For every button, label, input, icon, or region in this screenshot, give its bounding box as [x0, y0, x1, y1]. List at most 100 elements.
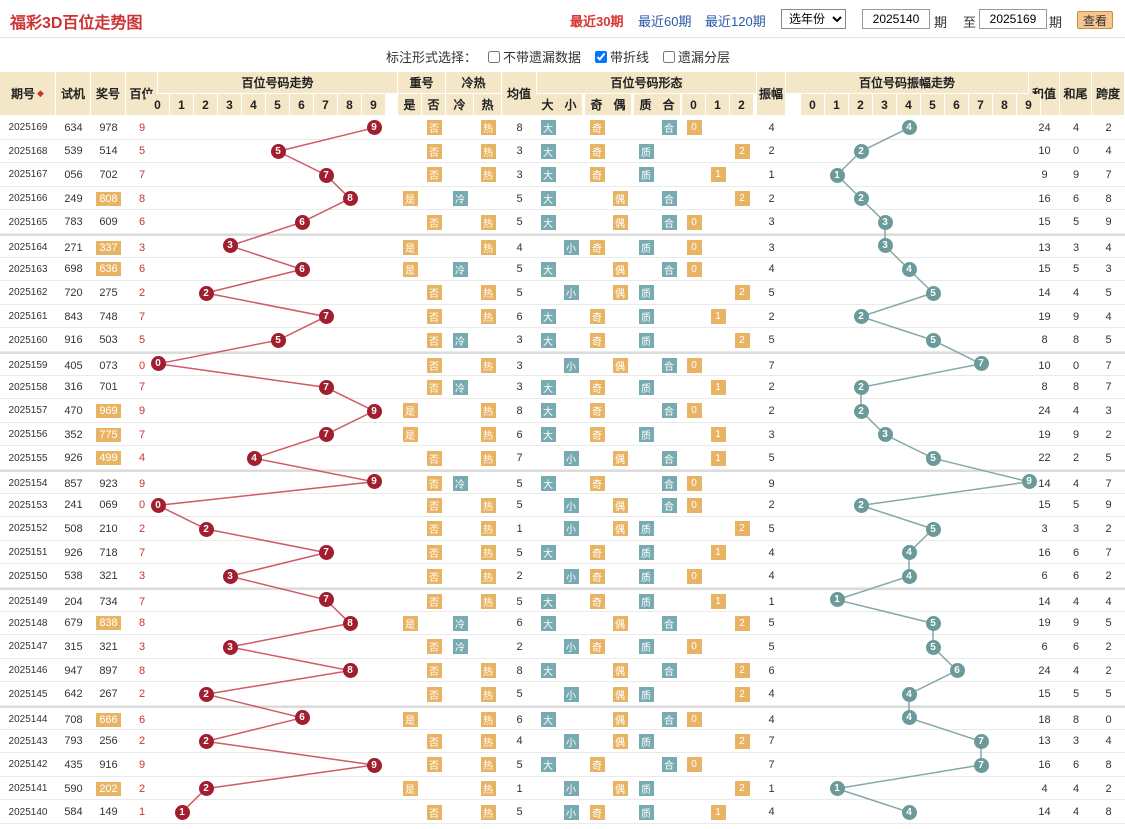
span-cell: 7: [1105, 168, 1112, 181]
option-no-missing-checkbox[interactable]: [488, 50, 500, 63]
shape-cell: 大: [536, 116, 560, 140]
amp-digit-8: 8: [993, 94, 1017, 116]
shape-5: 合: [657, 94, 681, 116]
shape-cell: 奇: [585, 140, 609, 164]
year-select[interactable]: 选年份: [781, 9, 846, 29]
repeat-yes-cell: [398, 354, 422, 378]
shape-cell: 大: [536, 659, 560, 683]
issue-cell: 2025161: [8, 311, 48, 323]
period-label-2: 期: [1049, 15, 1063, 30]
shape-cell: 质: [634, 541, 658, 565]
table-row: 2025147 315 321 3 否冷 2 小奇 质 0 5 6 6 2: [0, 635, 1125, 659]
avg-cell: 5: [516, 286, 523, 299]
cold-tag: 冷: [452, 379, 468, 395]
issue-cell: 2025146: [8, 665, 48, 677]
repeat-yes-cell: 是: [398, 236, 422, 260]
shape-tag: 小: [563, 450, 579, 466]
sum-cell: 24: [1038, 664, 1051, 677]
shape-cell: 小: [559, 354, 583, 378]
avg-cell: 3: [516, 145, 523, 158]
tail-cell: 9: [1072, 168, 1080, 181]
repeat-no-cell: 否: [422, 210, 446, 234]
tail-cell: 5: [1072, 263, 1080, 276]
shape-tag: 2: [734, 191, 750, 207]
col-issue[interactable]: 期号 ◆: [0, 72, 56, 116]
avg-cell: 2: [516, 570, 523, 583]
trial-cell: 642: [64, 688, 83, 701]
shape-cell: 质: [634, 777, 658, 801]
coldhot-cell: 热: [476, 494, 500, 518]
recent-30-link[interactable]: 最近30期: [570, 14, 624, 29]
shape-tag: 偶: [612, 781, 628, 797]
span-cell: 2: [1105, 782, 1112, 795]
shape-cell: 质: [634, 590, 658, 614]
hundred-cell: 8: [138, 617, 146, 630]
shape-tag: 奇: [589, 568, 605, 584]
prize-cell: 073: [91, 354, 126, 378]
option-layered-checkbox[interactable]: [663, 50, 675, 63]
span-cell: 7: [1105, 381, 1112, 394]
coldhot-cell: 冷: [448, 612, 472, 636]
prize-value: 256: [99, 735, 118, 748]
issue-cell: 2025144: [8, 714, 48, 726]
col-shape: 百位号码形态: [537, 72, 757, 94]
option-layered[interactable]: 遗漏分层: [663, 47, 730, 66]
shape-cell: 大: [536, 541, 560, 565]
shape-tag: 大: [540, 214, 556, 230]
prize-value: 701: [99, 381, 118, 394]
cold-tag: 冷: [452, 476, 468, 492]
sum-cell: 16: [1038, 192, 1051, 205]
recent-120-link[interactable]: 最近120期: [705, 14, 766, 29]
shape-cell: 0: [682, 708, 706, 732]
sum-cell: 6: [1041, 570, 1048, 583]
span-cell: 5: [1105, 286, 1112, 299]
repeat-yes-cell: [398, 305, 422, 329]
shape-tag: 0: [686, 712, 702, 728]
shape-tag: 小: [563, 804, 579, 820]
trial-cell: 679: [64, 617, 83, 630]
table-row: 2025146 947 897 8 否热 8 大偶合 2 6 24 4 2: [0, 659, 1125, 683]
avg-cell: 5: [516, 477, 523, 490]
sort-icon[interactable]: ◆: [37, 88, 44, 98]
hot-tag: 热: [480, 358, 496, 374]
repeat-no-cell: 否: [422, 376, 446, 400]
trial-cell: 916: [64, 334, 83, 347]
coldhot-cell: 热: [476, 140, 500, 164]
shape-tag: 0: [686, 757, 702, 773]
issue-cell: 2025158: [8, 381, 48, 393]
table-row: 2025143 793 256 2 否 热 4 小 偶质 2 7 13 3 4: [0, 730, 1125, 754]
option-with-line-checkbox[interactable]: [595, 50, 607, 63]
shape-tag: 大: [540, 615, 556, 631]
span-cell: 2: [1105, 522, 1112, 535]
table-row: 2025169 634 978 9 否 热 8 大 奇 合 0 4 24 4 2: [0, 116, 1125, 140]
coldhot-cell: 冷: [448, 258, 472, 282]
repeat-no-cell: 否: [422, 494, 446, 518]
table-row: 2025152 508 210 2 否 热 1 小 偶质 2 5 3 3 2: [0, 517, 1125, 541]
sum-cell: 13: [1038, 735, 1051, 748]
shape-tag: 质: [638, 686, 654, 702]
trial-cell: 315: [64, 640, 83, 653]
shape-tag: 2: [734, 733, 750, 749]
shape-tag: 大: [540, 663, 556, 679]
repeat-no-tag: 否: [426, 214, 442, 230]
avg-cell: 3: [516, 334, 523, 347]
hot-tag: 热: [480, 450, 496, 466]
span-cell: 7: [1105, 477, 1112, 490]
shape-cell: 质: [634, 423, 658, 447]
from-issue-input[interactable]: [862, 9, 930, 29]
tail-cell: 8: [1072, 334, 1080, 347]
to-issue-input[interactable]: [979, 9, 1047, 29]
shape-cell: 2: [730, 777, 754, 801]
repeat-no-tag: 否: [426, 639, 442, 655]
shape-cell: 2: [730, 517, 754, 541]
option-with-line[interactable]: 带折线: [595, 47, 649, 66]
view-button[interactable]: 查看: [1077, 11, 1113, 29]
sum-cell: 24: [1038, 404, 1051, 417]
coldhot-cell: 热: [476, 777, 500, 801]
option-no-missing[interactable]: 不带遗漏数据: [488, 47, 581, 66]
recent-60-link[interactable]: 最近60期: [638, 14, 692, 29]
shape-tag: 偶: [612, 214, 628, 230]
amp-cell: 2: [768, 192, 775, 205]
amp-digit-7: 7: [969, 94, 993, 116]
sum-cell: 18: [1038, 713, 1051, 726]
